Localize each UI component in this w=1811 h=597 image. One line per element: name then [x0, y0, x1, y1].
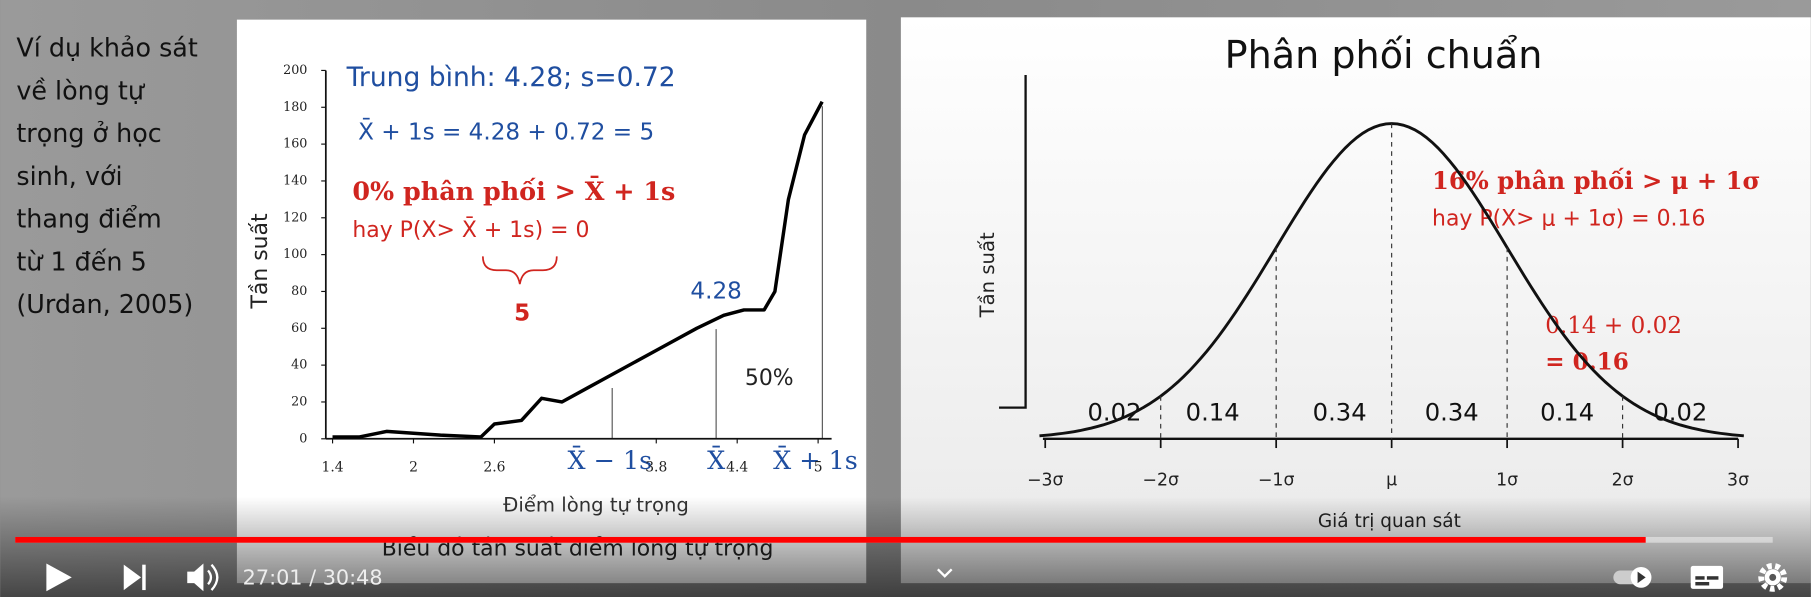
marker-label: X̄ — [707, 444, 725, 475]
y-tick-label: 120 — [283, 209, 307, 224]
autoplay-toggle[interactable] — [1613, 566, 1652, 588]
x-tick-label: 1.4 — [322, 460, 344, 476]
x-tick-label: 3σ — [1727, 470, 1749, 490]
region-label: 0.02 — [1088, 397, 1142, 426]
region-label: 0.02 — [1653, 397, 1707, 426]
time-display: 27:01 / 30:48 — [243, 566, 383, 590]
marker-label: X̄ − 1s — [568, 444, 653, 475]
annotation: 50% — [745, 366, 794, 391]
chevron[interactable] — [937, 568, 953, 578]
y-tick-label: 160 — [283, 136, 307, 151]
sidebar-line: trọng ở học — [16, 118, 161, 148]
annotation: hay P(X> μ + 1σ) = 0.16 — [1432, 206, 1705, 231]
annotation: hay P(X> X̄ + 1s) = 0 — [352, 217, 589, 243]
region-label: 0.14 — [1540, 397, 1594, 426]
y-tick-label: 180 — [283, 99, 307, 114]
y-tick-label: 0 — [299, 430, 307, 445]
settings-button[interactable] — [1758, 562, 1788, 592]
annotation: 0.14 + 0.02 — [1545, 313, 1682, 339]
x-tick-label: 1σ — [1496, 470, 1518, 490]
region-label: 0.34 — [1313, 397, 1367, 426]
x-tick-label: 2 — [409, 460, 418, 476]
next-button[interactable] — [123, 564, 146, 591]
annotation: 4.28 — [690, 279, 741, 305]
slide-title: Phân phối chuẩn — [1225, 33, 1543, 77]
y-tick-label: 140 — [283, 172, 307, 187]
sidebar-line: (Urdan, 2005) — [16, 289, 193, 319]
sidebar-line: Ví dụ khảo sát — [16, 33, 198, 63]
frequency-curve — [332, 100, 824, 439]
y-tick-label: 40 — [291, 357, 307, 372]
y-tick-label: 80 — [291, 283, 307, 298]
subtitles-button[interactable] — [1690, 565, 1724, 589]
x-tick-label: −3σ — [1027, 470, 1064, 490]
volume-button[interactable] — [187, 563, 219, 592]
sidebar-line: từ 1 đến 5 — [16, 246, 146, 276]
axis — [999, 75, 1027, 409]
y-axis-label: Tần suất — [976, 232, 999, 318]
region-label: 0.34 — [1425, 397, 1479, 426]
y-tick-label: 200 — [283, 62, 307, 77]
annotation: Trung bình: 4.28; s=0.72 — [346, 62, 676, 93]
x-tick-label: −1σ — [1258, 470, 1295, 490]
y-axis-label: Tần suất — [248, 213, 273, 309]
x-tick-label: 2σ — [1612, 470, 1634, 490]
annotation: 5 — [514, 301, 530, 327]
x-tick-label: 3.8 — [645, 460, 667, 476]
annotation: 16% phân phối > μ + 1σ — [1432, 166, 1760, 195]
controls-shade — [0, 496, 1811, 597]
x-tick-label: 2.6 — [483, 460, 505, 476]
x-tick-label: μ — [1386, 470, 1397, 490]
sidebar-line: thang điểm — [16, 204, 161, 234]
brace — [481, 256, 558, 285]
sidebar-line: sinh, với — [16, 161, 122, 191]
marker-label: X̄ + 1s — [773, 444, 858, 475]
y-tick-label: 100 — [283, 246, 307, 261]
progress-bar[interactable] — [15, 536, 1646, 543]
y-tick-label: 20 — [291, 393, 307, 408]
play-button[interactable] — [46, 563, 72, 592]
sidebar-line: về lòng tự — [16, 75, 146, 105]
sidebar-text: Ví dụ khảo sát về lòng tự trọng ở học sinh,… — [16, 33, 198, 319]
y-tick-label: 60 — [291, 320, 307, 335]
left-slide — [236, 19, 867, 584]
x-tick-label: −2σ — [1142, 470, 1179, 490]
region-label: 0.14 — [1186, 397, 1240, 426]
x-tick-label: 4.4 — [726, 460, 748, 476]
right-slide — [900, 17, 1811, 584]
annotation: 0% phân phối > X̄ + 1s — [352, 175, 675, 206]
annotation: X̄ + 1s = 4.28 + 0.72 = 5 — [358, 117, 654, 145]
x-tick-label: 5 — [814, 460, 823, 476]
right-chart: Phân phối chuẩn Tần suất Giá trị quan sá… — [976, 33, 1760, 532]
